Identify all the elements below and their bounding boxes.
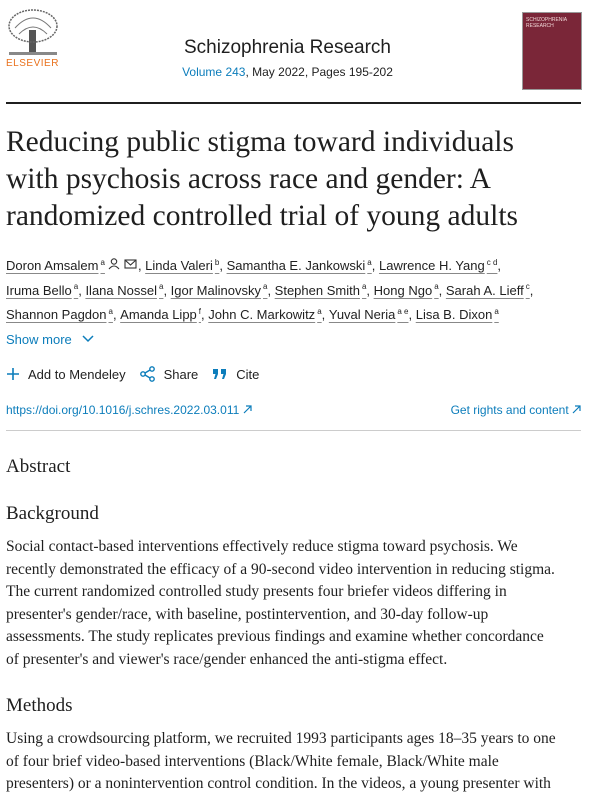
volume-line: Volume 243, May 2022, Pages 195-202 — [0, 65, 575, 79]
paragraph: Using a crowdsourcing platform, we recru… — [6, 728, 556, 796]
paragraph-line: presenter's gender/race, with baseline, … — [6, 605, 489, 623]
author[interactable]: Linda Valeri b — [145, 258, 226, 273]
journal-title[interactable]: Schizophrenia Research — [183, 37, 391, 58]
author-affiliation: a — [100, 258, 105, 267]
rights: Get rights and content — [450, 403, 569, 417]
paragraph-line: The current randomized controlled study … — [6, 583, 507, 601]
author-affiliation: c d — [486, 258, 498, 267]
author[interactable]: Lisa B. Dixon a — [416, 307, 499, 322]
article-title: Reducing public stigma toward individual… — [6, 124, 518, 235]
author-name: Stephen Smith — [274, 282, 360, 298]
author-affiliation: a — [262, 282, 268, 292]
doi-link[interactable]: https://doi.org/10.1016/j.schres.2022.03… — [6, 403, 252, 417]
author-name: Yuval Neria — [328, 306, 396, 322]
author[interactable]: Hong Ngo a — [373, 282, 446, 298]
author-list: Doron AmsalemaLinda ValeribSamantha E. J… — [6, 252, 571, 325]
author-name: Iruma Bello — [6, 282, 72, 298]
divider — [6, 430, 581, 431]
author-affiliation: c — [525, 282, 530, 292]
plus-icon — [7, 368, 19, 380]
publisher: ELSEVIER — [6, 58, 59, 69]
author-name: Shannon Pagdon — [6, 306, 107, 322]
title-line: Reducing public stigma toward individual… — [6, 126, 514, 158]
external-icon — [243, 405, 252, 414]
mendeley-button[interactable]: Add to Mendeley — [28, 366, 126, 382]
show-more[interactable]: Show more — [6, 332, 95, 347]
author[interactable]: Stephen Smith a — [274, 282, 374, 298]
paragraph-line: assessments. The study replicates previo… — [6, 628, 544, 646]
author-affiliation: a — [367, 258, 372, 267]
author-name: Hong Ngo — [373, 282, 433, 298]
abstract-heading: Abstract — [6, 456, 71, 477]
author-name: Igor Malinovsky — [170, 282, 261, 298]
author-name: Linda Valeri — [145, 258, 213, 274]
author[interactable]: Iruma Bello a — [6, 282, 85, 298]
author-affiliation: a — [361, 282, 367, 292]
cover-title: SCHIZOPHRENIA RESEARCH — [526, 17, 567, 29]
author[interactable]: John C. Markowitz a — [208, 307, 329, 322]
author[interactable]: Samantha E. Jankowski a — [227, 258, 379, 273]
author[interactable]: Ilana Nossel a — [85, 282, 170, 298]
author-affiliation: b — [214, 258, 220, 267]
paragraph-line: Using a crowdsourcing platform, we recru… — [6, 730, 556, 747]
author[interactable]: Lawrence H. Yang c d — [379, 258, 505, 273]
author-affiliation: a — [73, 282, 79, 292]
author-affiliation: f — [198, 306, 202, 316]
contact-icons[interactable] — [108, 258, 138, 270]
share-icon — [139, 366, 155, 382]
author-name: Sarah A. Lieff — [445, 282, 524, 298]
author-affiliation: a — [158, 282, 164, 292]
volume-link[interactable]: Volume 243 — [182, 65, 246, 79]
author-affiliation: a e — [397, 306, 409, 316]
paragraph: Social contact-based interventions effec… — [6, 536, 555, 672]
author-name: Amanda Lipp — [120, 306, 197, 322]
cite-icon — [213, 369, 227, 379]
divider — [6, 102, 581, 104]
paragraph-line: Social contact-based interventions effec… — [6, 538, 518, 555]
journal-cover[interactable]: SCHIZOPHRENIA RESEARCH — [522, 12, 582, 90]
section-heading: Background — [6, 503, 99, 524]
paragraph-line: of presenter's and viewer's race/gender … — [6, 650, 448, 668]
author[interactable]: Igor Malinovsky a — [170, 282, 275, 298]
issue-info: , May 2022, Pages 195-202 — [245, 65, 393, 79]
author-affiliation: a — [317, 306, 322, 316]
title-line: randomized controlled trial of young adu… — [6, 200, 519, 232]
doi: https://doi.org/10.1016/j.schres.2022.03… — [6, 403, 240, 417]
author[interactable]: Shannon Pagdon a — [6, 307, 120, 322]
paragraph-line: presenters) or a nonintervention control… — [6, 775, 551, 793]
author-affiliation: a — [108, 306, 113, 316]
section-heading: Methods — [6, 695, 73, 716]
author-name: Lisa B. Dixon — [415, 306, 493, 322]
author[interactable]: Sarah A. Lieff c — [445, 282, 537, 298]
author-name: John C. Markowitz — [208, 306, 316, 322]
toolbar: Add to Mendeley Share Cite — [6, 366, 259, 382]
share-button[interactable]: Share — [163, 366, 199, 382]
author-name: Ilana Nossel — [85, 282, 157, 298]
paragraph-line: of four brief video-based interventions … — [6, 752, 499, 770]
show-more-label: Show more — [6, 332, 72, 347]
author-name: Samantha E. Jankowski — [226, 258, 366, 274]
title-line: with psychosis across race and gender: A — [6, 163, 491, 195]
author[interactable]: Doron Amsalem a — [6, 258, 145, 273]
author-affiliation: a — [434, 282, 439, 292]
cite-button[interactable]: Cite — [236, 366, 260, 382]
author[interactable]: Yuval Neria a e — [329, 307, 416, 322]
rights-link[interactable]: Get rights and content — [451, 403, 581, 417]
author-affiliation: a — [494, 306, 499, 316]
publisher-logo — [8, 9, 58, 55]
author[interactable]: Amanda Lipp f — [120, 307, 208, 322]
author-name: Lawrence H. Yang — [378, 258, 485, 274]
paragraph-line: recently demonstrated the efficacy of a … — [6, 560, 555, 578]
external-icon — [572, 405, 581, 414]
author-name: Doron Amsalem — [6, 258, 99, 274]
chevron-icon — [82, 335, 94, 343]
